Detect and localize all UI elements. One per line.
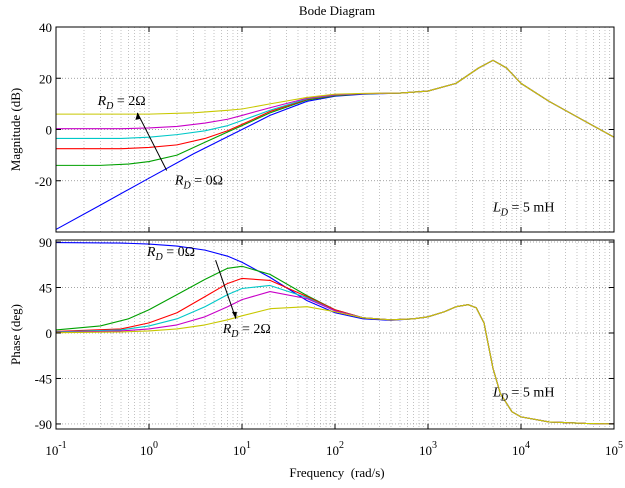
y-tick-label: -45	[35, 371, 52, 386]
annotation-symbol: R	[97, 94, 107, 109]
annotation-value: = 5 mH	[508, 386, 554, 401]
trend-arrow-line	[136, 112, 168, 171]
y-tick-label: 40	[39, 20, 52, 35]
x-tick-exponent: 5	[618, 440, 623, 451]
x-tick-label: 10-1	[45, 440, 66, 458]
phase-y-axis-label: Phase (deg)	[8, 304, 23, 365]
magnitude-y-axis-label: Magnitude (dB)	[8, 88, 23, 171]
phase-annotation-1: RD = 2Ω	[222, 322, 271, 340]
annotation-subscript: D	[500, 208, 509, 219]
x-tick-exponent: 3	[432, 440, 437, 451]
y-tick-label: 90	[39, 235, 52, 250]
phase-annotation-0: RD = 0Ω	[146, 245, 195, 263]
trend-arrow-head	[135, 112, 141, 120]
x-tick-label: 102	[326, 440, 344, 458]
x-tick-label: 100	[140, 440, 158, 458]
y-tick-label: 0	[46, 326, 53, 341]
annotation-symbol: L	[492, 201, 501, 216]
annotation-value: = 2Ω	[113, 94, 145, 109]
annotation-subscript: D	[182, 181, 191, 192]
phase-series	[55, 241, 615, 425]
magnitude-trend-arrow	[135, 112, 168, 171]
x-tick-exponent: 0	[153, 440, 158, 451]
annotation-subscript: D	[154, 252, 163, 263]
x-tick-label: 105	[605, 440, 623, 458]
x-tick-label: 103	[419, 440, 437, 458]
phase-annotation-2: LD = 5 mH	[492, 386, 554, 404]
x-tick-label: 104	[512, 440, 530, 458]
annotation-symbol: R	[146, 245, 156, 260]
trend-arrow-head	[231, 311, 237, 319]
x-tick-label: 101	[233, 440, 251, 458]
x-axis-label: Frequency (rad/s)	[289, 465, 384, 480]
x-tick-exponent: 4	[525, 440, 530, 451]
y-tick-label: 20	[39, 71, 52, 86]
annotation-value: = 5 mH	[508, 201, 554, 216]
phase-series-line-5	[55, 304, 615, 425]
phase-trend-arrow	[215, 260, 237, 319]
x-tick-base: 10	[326, 443, 339, 458]
annotation-symbol: L	[492, 386, 501, 401]
y-tick-label: 0	[46, 123, 53, 138]
annotation-subscript: D	[230, 329, 239, 340]
magnitude-series	[55, 59, 615, 230]
phase-plot-area	[56, 240, 614, 429]
magnitude-series-line-5	[56, 59, 615, 138]
chart-title: Bode Diagram	[299, 3, 375, 18]
x-tick-base: 10	[605, 443, 618, 458]
x-tick-base: 10	[140, 443, 153, 458]
annotation-value: = 0Ω	[191, 174, 223, 189]
x-tick-exponent: -1	[58, 440, 66, 451]
magnitude-annotation-1: RD = 0Ω	[174, 174, 223, 192]
annotation-symbol: R	[174, 174, 184, 189]
x-tick-base: 10	[419, 443, 432, 458]
x-tick-exponent: 1	[246, 440, 251, 451]
y-tick-label: -20	[35, 174, 52, 189]
annotation-subscript: D	[105, 101, 114, 112]
annotation-subscript: D	[500, 393, 509, 404]
annotation-value: = 2Ω	[238, 322, 270, 337]
x-tick-base: 10	[45, 443, 58, 458]
x-tick-base: 10	[512, 443, 525, 458]
trend-arrow-line	[215, 260, 237, 319]
magnitude-annotation-2: LD = 5 mH	[492, 201, 554, 219]
annotation-symbol: R	[222, 322, 232, 337]
x-tick-base: 10	[233, 443, 246, 458]
y-tick-label: 45	[39, 281, 52, 296]
annotation-value: = 0Ω	[163, 245, 195, 260]
x-tick-exponent: 2	[339, 440, 344, 451]
y-tick-label: -90	[35, 417, 52, 432]
magnitude-annotation-0: RD = 2Ω	[97, 94, 146, 112]
